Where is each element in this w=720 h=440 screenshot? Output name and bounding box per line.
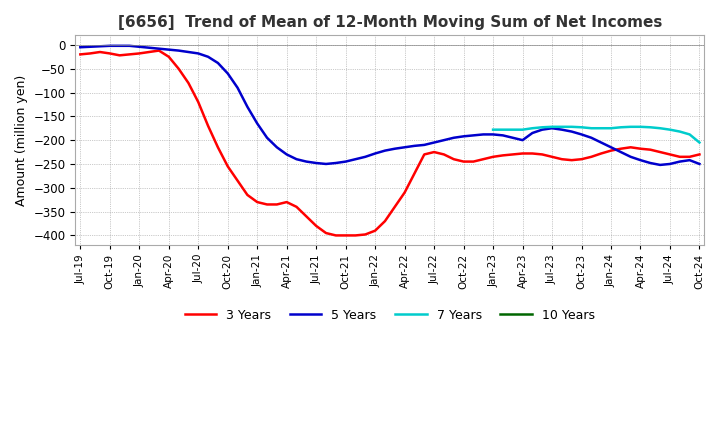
5 Years <box>656 162 665 168</box>
Line: 7 Years: 7 Years <box>493 127 699 143</box>
5 Years <box>489 132 498 137</box>
5 Years <box>341 159 350 164</box>
5 Years <box>76 44 85 50</box>
Y-axis label: Amount (million yen): Amount (million yen) <box>15 74 28 206</box>
3 Years <box>695 152 703 157</box>
3 Years <box>489 154 498 159</box>
3 Years <box>351 233 360 238</box>
5 Years <box>105 43 114 48</box>
5 Years <box>695 161 703 167</box>
3 Years <box>155 48 163 53</box>
7 Years <box>695 140 703 145</box>
Line: 3 Years: 3 Years <box>81 51 699 235</box>
3 Years <box>331 233 340 238</box>
3 Years <box>400 190 409 195</box>
5 Years <box>390 146 399 151</box>
5 Years <box>479 132 487 137</box>
Line: 5 Years: 5 Years <box>81 46 699 165</box>
3 Years <box>440 152 449 157</box>
3 Years <box>498 153 507 158</box>
3 Years <box>164 54 173 59</box>
3 Years <box>76 52 85 57</box>
Title: [6656]  Trend of Mean of 12-Month Moving Sum of Net Incomes: [6656] Trend of Mean of 12-Month Moving … <box>117 15 662 30</box>
5 Years <box>430 140 438 145</box>
5 Years <box>164 47 173 52</box>
Legend: 3 Years, 5 Years, 7 Years, 10 Years: 3 Years, 5 Years, 7 Years, 10 Years <box>180 304 600 327</box>
